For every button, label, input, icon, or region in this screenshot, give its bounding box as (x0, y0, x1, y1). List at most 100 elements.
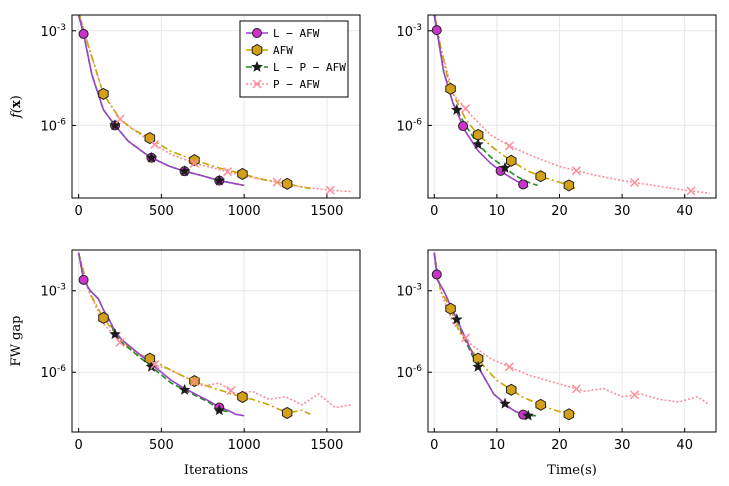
data-marker (630, 178, 640, 188)
data-marker (571, 384, 581, 394)
y-axis-label: f(x) (9, 95, 24, 119)
plot-area (431, 15, 710, 196)
data-marker (189, 154, 200, 167)
x-tick-label: 1500 (310, 204, 343, 219)
data-marker (445, 82, 456, 95)
legend-label: P − AFW (273, 78, 320, 91)
axes-frame (427, 249, 717, 433)
x-axis-label: Time(s) (547, 463, 597, 478)
panel-br: 0 10 20 30 40 10-3 10-6 Time(s) (396, 249, 717, 478)
legend-label: L − P − AFW (273, 61, 346, 74)
x-tick-label: 20 (551, 204, 568, 219)
data-marker (226, 386, 236, 396)
data-marker (98, 311, 109, 324)
y-tick-label: 10-3 (396, 23, 422, 40)
axes-frame (427, 14, 717, 199)
data-marker (237, 167, 248, 180)
data-marker (150, 139, 160, 149)
y-tick-label: 10-6 (396, 117, 422, 134)
data-marker (115, 337, 125, 347)
series-line (77, 252, 352, 409)
data-marker (458, 121, 469, 132)
data-marker (563, 179, 575, 192)
x-tick-label: 30 (614, 438, 631, 453)
series-line (77, 252, 228, 413)
legend-label: L − AFW (273, 27, 320, 40)
data-marker (630, 390, 640, 400)
x-tick-label: 1000 (228, 438, 261, 453)
data-marker (325, 185, 335, 195)
data-marker (109, 119, 121, 131)
x-tick-label: 0 (430, 438, 438, 453)
x-axis-label: Iterations (184, 463, 248, 478)
data-marker (213, 404, 226, 416)
data-marker (686, 186, 696, 196)
data-marker (115, 114, 125, 124)
y-tick-label: 10-3 (396, 283, 422, 300)
y-tick-label: 10-6 (396, 364, 422, 381)
data-marker (504, 362, 514, 372)
data-marker (145, 151, 158, 163)
series-line (78, 15, 352, 193)
data-marker (150, 360, 160, 370)
x-tick-label: 10 (489, 204, 506, 219)
data-marker (109, 328, 121, 340)
x-tick-label: 40 (676, 204, 693, 219)
data-marker (272, 177, 282, 187)
data-marker (450, 103, 463, 115)
data-marker (178, 165, 191, 177)
y-tick-label: 10-6 (40, 364, 66, 381)
x-tick-label: 10 (489, 438, 506, 453)
legend-marker (251, 43, 263, 57)
data-marker (499, 161, 511, 173)
series-line (433, 252, 538, 417)
data-marker (472, 138, 484, 150)
data-marker (213, 174, 226, 186)
panel-bl: 0 500 1000 1500 10-3 10-6 Iterations FW gap (9, 249, 361, 478)
y-tick-label: 10-6 (40, 117, 66, 134)
series-line (433, 15, 538, 187)
x-tick-label: 0 (430, 204, 438, 219)
axes-frame (71, 14, 361, 199)
data-marker (571, 166, 581, 176)
data-marker (461, 333, 471, 343)
data-marker (178, 383, 191, 395)
series-line (434, 15, 710, 195)
data-marker (461, 104, 471, 114)
panel-tl: 0 500 1000 1500 10-3 10-6 f(x) (9, 14, 361, 219)
legend-marker (252, 28, 262, 38)
data-marker (431, 269, 442, 280)
y-axis-label: FW gap (9, 316, 24, 367)
data-marker (535, 170, 546, 183)
data-marker (431, 25, 442, 36)
data-marker (189, 158, 200, 168)
series-line (434, 15, 576, 190)
data-marker (189, 377, 200, 387)
data-marker (223, 167, 233, 177)
plot-area (431, 252, 711, 421)
plot-area (77, 252, 352, 420)
data-marker (237, 390, 248, 404)
legend-marker (252, 79, 262, 89)
series-line (433, 252, 711, 406)
data-marker (504, 141, 514, 151)
y-tick-label: 10-3 (40, 283, 66, 300)
x-tick-label: 0 (74, 438, 82, 453)
x-tick-label: 1000 (228, 204, 261, 219)
data-marker (281, 406, 293, 420)
data-marker (518, 179, 529, 190)
data-marker (535, 398, 546, 411)
data-marker (522, 409, 534, 421)
x-tick-label: 500 (149, 204, 174, 219)
data-marker (506, 154, 517, 167)
panel-tr: 0 10 20 30 40 10-3 10-6 (396, 14, 717, 219)
y-tick-label: 10-3 (40, 23, 66, 40)
x-tick-label: 40 (676, 438, 693, 453)
x-tick-label: 0 (74, 204, 82, 219)
x-tick-label: 30 (614, 204, 631, 219)
data-marker (499, 397, 511, 409)
data-marker (506, 383, 517, 396)
data-marker (450, 313, 463, 325)
data-marker (445, 302, 456, 315)
